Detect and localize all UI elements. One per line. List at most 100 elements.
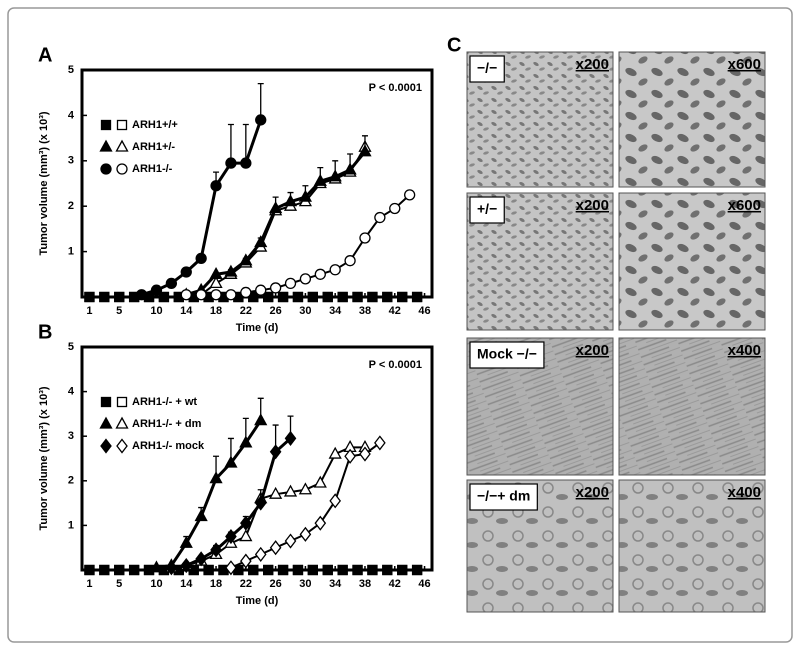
- y-tick-label: 2: [68, 200, 74, 212]
- magnification-label: x200: [576, 197, 609, 214]
- marker: [313, 475, 327, 488]
- x-tick-label: 42: [389, 578, 401, 590]
- x-tick-label: 46: [418, 305, 430, 317]
- legend-label: ARH1+/-: [132, 141, 175, 153]
- x-tick-label: 18: [210, 305, 222, 317]
- marker: [328, 169, 342, 182]
- marker: [277, 291, 289, 303]
- error-bar: [257, 82, 264, 120]
- x-tick-label: 14: [180, 305, 193, 317]
- marker: [158, 291, 170, 303]
- magnification-label: x200: [576, 484, 609, 501]
- x-tick-label: 26: [269, 578, 281, 590]
- marker: [225, 289, 237, 301]
- plot-frame: [80, 68, 434, 299]
- micrograph: [618, 479, 766, 613]
- marker: [84, 291, 95, 303]
- marker: [397, 291, 408, 303]
- genotype-box: [469, 196, 505, 224]
- magnification-label: x200: [576, 342, 609, 359]
- y-tick-label: 1: [68, 519, 74, 531]
- legend-marker: [116, 163, 128, 175]
- x-tick-label: 30: [299, 578, 311, 590]
- series-line: [230, 442, 381, 569]
- marker: [292, 564, 304, 576]
- panel-c: C x200 x600 −/− x200 x600 +/− x200 x400 Mock −/−…: [447, 34, 766, 613]
- annotation: P < 0.0001: [369, 359, 422, 371]
- x-tick-label: 1: [86, 578, 92, 590]
- marker: [114, 564, 125, 576]
- legend-label: ARH1-/- mock: [132, 440, 205, 452]
- marker: [255, 284, 267, 296]
- genotype-box: [469, 55, 505, 83]
- marker: [283, 484, 298, 497]
- panel-label: A: [38, 44, 52, 66]
- marker: [195, 551, 207, 567]
- x-tick-label: 22: [240, 305, 252, 317]
- marker: [367, 291, 378, 303]
- y-axis-label: Tumor volume (mm³) (x 10³): [38, 111, 50, 255]
- marker: [254, 413, 268, 426]
- marker: [284, 430, 297, 446]
- marker: [239, 529, 253, 542]
- outer-frame: [7, 7, 793, 643]
- marker: [239, 435, 253, 448]
- marker: [240, 286, 252, 299]
- y-tick-label: 3: [68, 155, 74, 167]
- marker: [263, 564, 274, 576]
- legend-label: ARH1-/-: [132, 163, 173, 175]
- marker: [367, 564, 378, 576]
- legend-marker: [100, 438, 112, 454]
- y-tick-label: 4: [68, 386, 75, 398]
- marker: [298, 482, 313, 495]
- marker: [225, 560, 237, 576]
- legend-marker: [116, 119, 128, 131]
- marker: [283, 194, 298, 207]
- marker: [254, 546, 267, 562]
- marker: [329, 264, 341, 276]
- marker: [352, 564, 363, 576]
- micrograph: [618, 337, 766, 476]
- x-tick-label: 22: [240, 578, 252, 590]
- marker: [344, 255, 356, 267]
- marker: [239, 253, 253, 266]
- annotation: P < 0.0001: [369, 82, 422, 94]
- marker: [180, 266, 192, 278]
- marker: [358, 144, 372, 157]
- marker: [209, 471, 223, 484]
- marker: [292, 291, 304, 303]
- x-tick-label: 42: [389, 305, 401, 317]
- x-tick-label: 14: [180, 578, 193, 590]
- marker: [209, 276, 223, 289]
- x-axis-label: Time (d): [236, 322, 279, 334]
- marker: [314, 515, 327, 531]
- y-tick-label: 5: [68, 341, 74, 353]
- marker: [150, 284, 163, 296]
- marker: [411, 564, 423, 576]
- marker: [374, 211, 386, 224]
- marker: [225, 528, 237, 545]
- plot-frame: [80, 345, 434, 572]
- legend-label: ARH1-/- + dm: [132, 418, 202, 430]
- x-tick-label: 5: [116, 578, 122, 590]
- marker: [269, 444, 282, 460]
- marker: [269, 282, 282, 294]
- marker: [299, 273, 312, 285]
- marker: [359, 232, 371, 244]
- marker: [180, 557, 193, 574]
- marker: [344, 448, 356, 464]
- x-tick-label: 5: [116, 305, 122, 317]
- marker: [225, 157, 237, 169]
- legend-marker: [115, 416, 129, 429]
- magnification-label: x600: [728, 197, 761, 214]
- legend-marker: [100, 396, 112, 408]
- genotype-label: −/−+ dm: [477, 488, 530, 504]
- legend-marker: [116, 396, 128, 408]
- marker: [284, 533, 297, 549]
- marker: [404, 189, 416, 201]
- marker: [313, 173, 327, 186]
- series-line: [186, 194, 411, 296]
- marker: [210, 180, 222, 192]
- marker: [382, 564, 393, 576]
- marker: [263, 291, 274, 303]
